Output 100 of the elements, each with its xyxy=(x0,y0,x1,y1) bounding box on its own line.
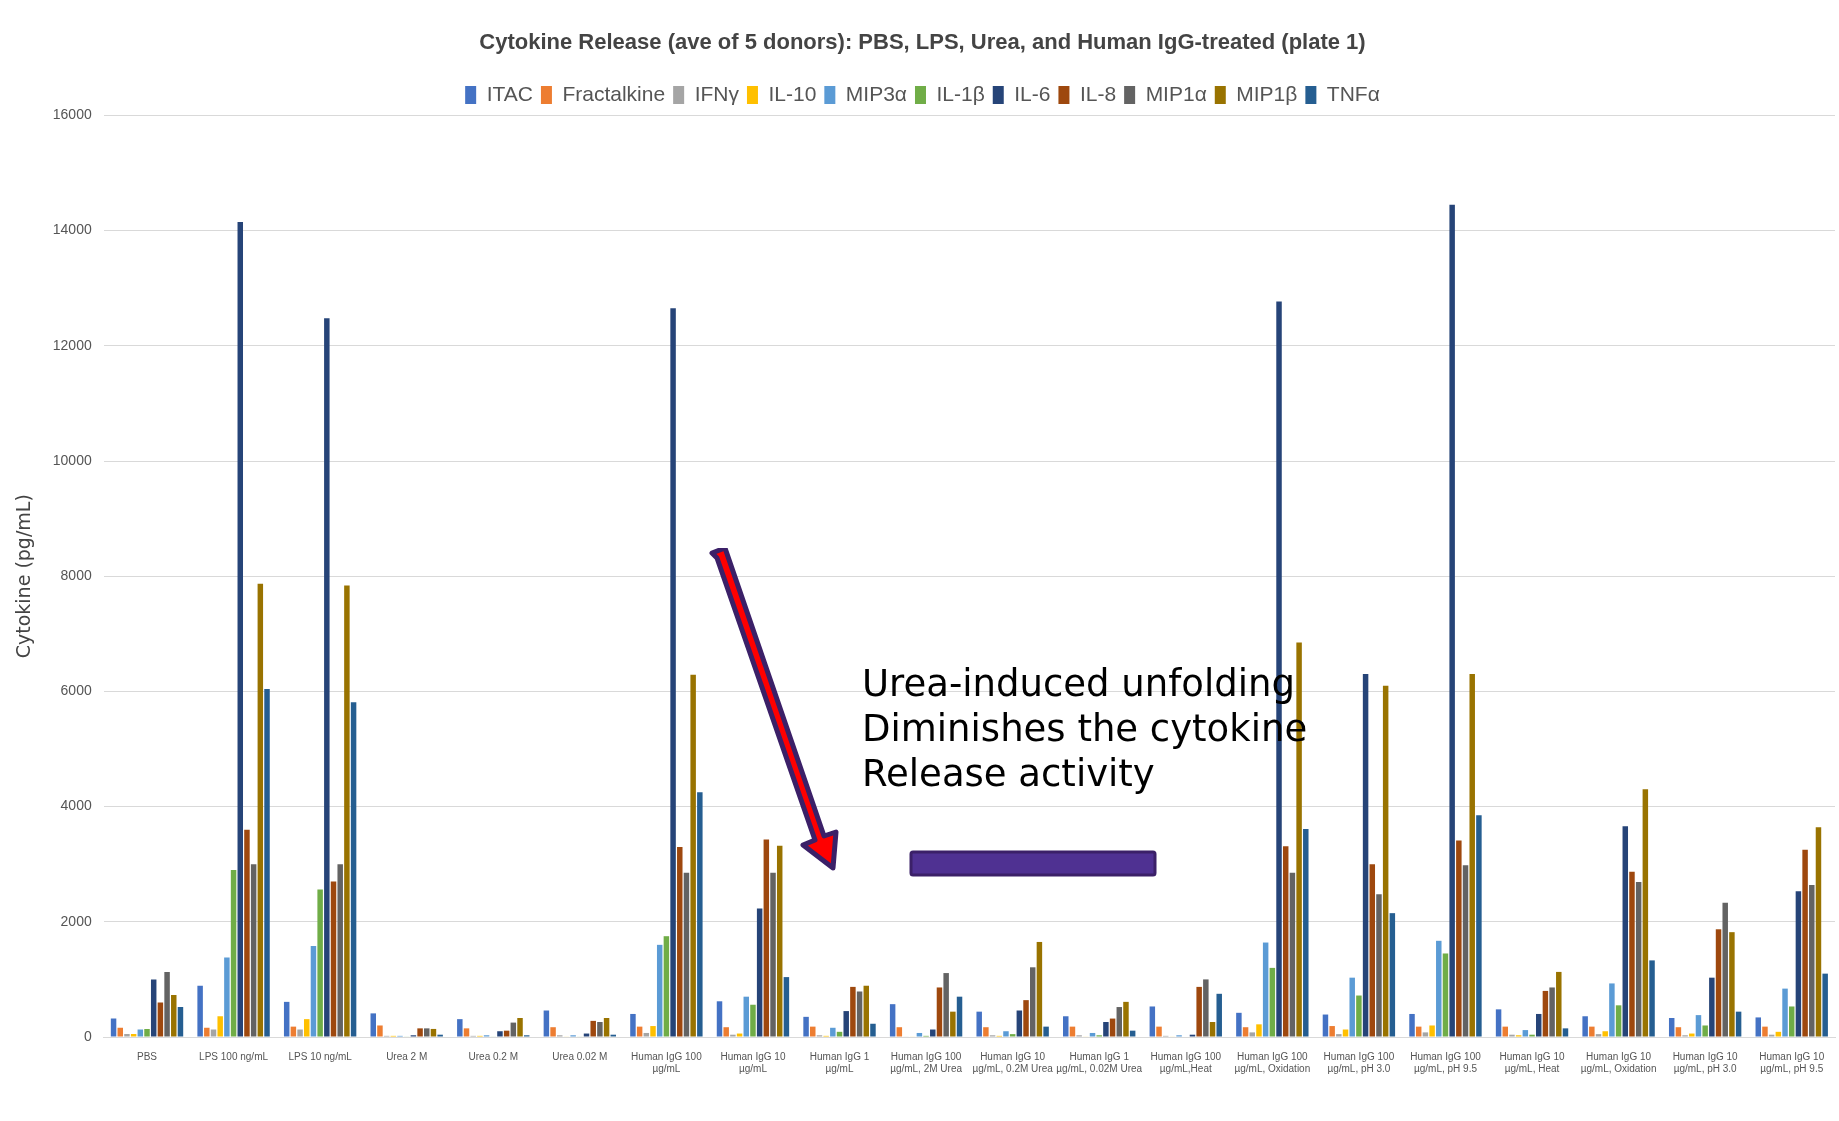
bar xyxy=(1788,1006,1795,1037)
legend-label: ITAC xyxy=(486,81,533,105)
bar xyxy=(1303,829,1309,1037)
bar xyxy=(297,1029,303,1037)
bar xyxy=(330,881,337,1037)
bar xyxy=(850,986,856,1037)
bar xyxy=(137,1029,144,1037)
bar xyxy=(590,1020,596,1037)
bar xyxy=(976,1011,982,1037)
bar xyxy=(1282,846,1289,1037)
bar xyxy=(856,991,863,1037)
bar xyxy=(716,1001,723,1037)
bar xyxy=(1269,967,1276,1037)
bar xyxy=(956,996,963,1037)
bar xyxy=(1389,913,1396,1037)
x-tick-label: Human IgG 10 µg/mL, 0.2M Urea xyxy=(972,1050,1054,1074)
bar xyxy=(916,1032,923,1037)
bar xyxy=(1342,1029,1349,1037)
bar xyxy=(1023,1000,1029,1037)
bar xyxy=(1802,849,1808,1037)
x-tick-label: Human IgG 100 µg/mL,Heat xyxy=(1150,1050,1222,1074)
bar xyxy=(1762,1026,1768,1037)
y-tick-label: 8000 xyxy=(60,567,92,584)
bar xyxy=(324,318,330,1037)
y-axis-title: Cytokine (pg/mL) xyxy=(12,494,35,659)
bar xyxy=(1103,1022,1109,1037)
x-tick-label: Human IgG 10 µg/mL xyxy=(720,1050,786,1074)
y-tick-label: 12000 xyxy=(52,336,92,353)
bar xyxy=(683,872,690,1037)
bar xyxy=(1209,1022,1216,1037)
bar xyxy=(230,869,237,1037)
bar xyxy=(1449,204,1455,1037)
bar xyxy=(171,994,177,1037)
bar xyxy=(1495,1009,1502,1037)
bar xyxy=(950,1011,956,1037)
bar xyxy=(863,985,870,1037)
bar xyxy=(1236,1012,1242,1037)
legend-label: IFNγ xyxy=(694,81,740,105)
bar xyxy=(1216,993,1222,1037)
bar xyxy=(217,1016,223,1037)
bar xyxy=(843,1011,849,1037)
x-tick-label: Human IgG 100 µg/mL xyxy=(631,1050,703,1074)
legend-label: IL-1β xyxy=(936,81,985,105)
legend-label: IL-10 xyxy=(768,81,817,105)
bar xyxy=(510,1022,517,1037)
bar xyxy=(1043,1026,1049,1037)
bar xyxy=(337,864,343,1037)
bar xyxy=(1556,971,1562,1037)
x-tick-label: LPS 10 ng/mL xyxy=(288,1050,353,1062)
bar xyxy=(377,1025,383,1037)
bar xyxy=(1109,1018,1116,1037)
bar xyxy=(670,308,676,1037)
bar xyxy=(1675,1027,1682,1037)
bar xyxy=(1203,979,1209,1037)
bar xyxy=(1542,990,1549,1037)
bar xyxy=(1289,872,1296,1037)
bar xyxy=(1469,674,1475,1037)
bar xyxy=(723,1027,729,1037)
x-tick-label: Human IgG 10 µg/mL, pH 3.0 xyxy=(1672,1050,1739,1074)
bar xyxy=(743,996,750,1037)
x-tick-label: Human IgG 1 µg/mL xyxy=(809,1050,870,1074)
bar xyxy=(663,936,670,1037)
bar xyxy=(1409,1013,1415,1037)
bar xyxy=(310,945,317,1037)
bar xyxy=(770,872,776,1037)
bar xyxy=(1003,1031,1009,1037)
bar xyxy=(1809,884,1815,1037)
bar xyxy=(1016,1010,1023,1037)
bar xyxy=(1369,864,1376,1037)
bar xyxy=(1129,1030,1136,1037)
bar xyxy=(1629,871,1635,1037)
bar xyxy=(1249,1032,1256,1037)
bar xyxy=(603,1017,610,1037)
bar xyxy=(677,846,683,1037)
y-tick-label: 0 xyxy=(83,1027,92,1044)
bar xyxy=(896,1027,903,1037)
x-tick-label: Urea 0.02 M xyxy=(552,1050,608,1062)
chart-title: Cytokine Release (ave of 5 donors): PBS, LPS, Urea, and Human IgG-treated (plate 1) xyxy=(479,29,1366,55)
bar xyxy=(836,1031,843,1037)
bar xyxy=(543,1010,550,1037)
bar xyxy=(1795,891,1802,1037)
bar xyxy=(830,1027,836,1037)
bar xyxy=(983,1027,989,1037)
bar xyxy=(1422,1032,1429,1037)
bar xyxy=(776,845,783,1037)
bar xyxy=(1642,789,1649,1037)
bar xyxy=(424,1028,430,1037)
bar xyxy=(643,1032,650,1037)
x-tick-label: Human IgG 10 µg/mL, Heat xyxy=(1499,1050,1565,1074)
bar xyxy=(1436,940,1442,1037)
bar xyxy=(224,957,230,1037)
bar xyxy=(1689,1033,1695,1037)
bar xyxy=(756,908,763,1037)
bar xyxy=(1156,1026,1162,1037)
bar xyxy=(157,1002,164,1037)
bar xyxy=(350,702,357,1037)
bar xyxy=(317,889,323,1037)
bar xyxy=(1602,1031,1608,1037)
bar xyxy=(1149,1006,1156,1037)
bar xyxy=(1562,1028,1569,1037)
